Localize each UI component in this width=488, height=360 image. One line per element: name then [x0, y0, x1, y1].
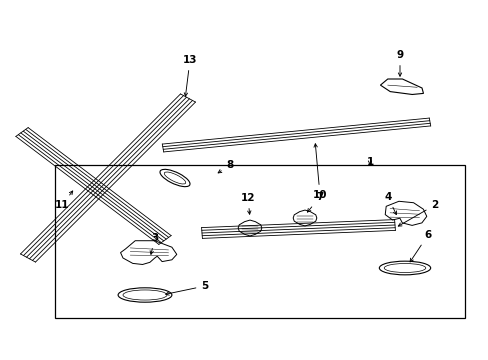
Text: 3: 3	[150, 233, 158, 254]
Text: 11: 11	[55, 191, 73, 210]
Text: 1: 1	[366, 157, 373, 167]
Text: 2: 2	[397, 200, 438, 226]
Text: 7: 7	[307, 192, 323, 212]
Text: 9: 9	[396, 50, 403, 76]
Text: 8: 8	[218, 160, 233, 173]
Text: 6: 6	[409, 230, 431, 262]
Text: 4: 4	[384, 192, 396, 215]
Text: 5: 5	[165, 281, 208, 295]
Text: 13: 13	[183, 55, 197, 96]
Text: 12: 12	[240, 193, 255, 214]
Text: 10: 10	[312, 144, 326, 200]
